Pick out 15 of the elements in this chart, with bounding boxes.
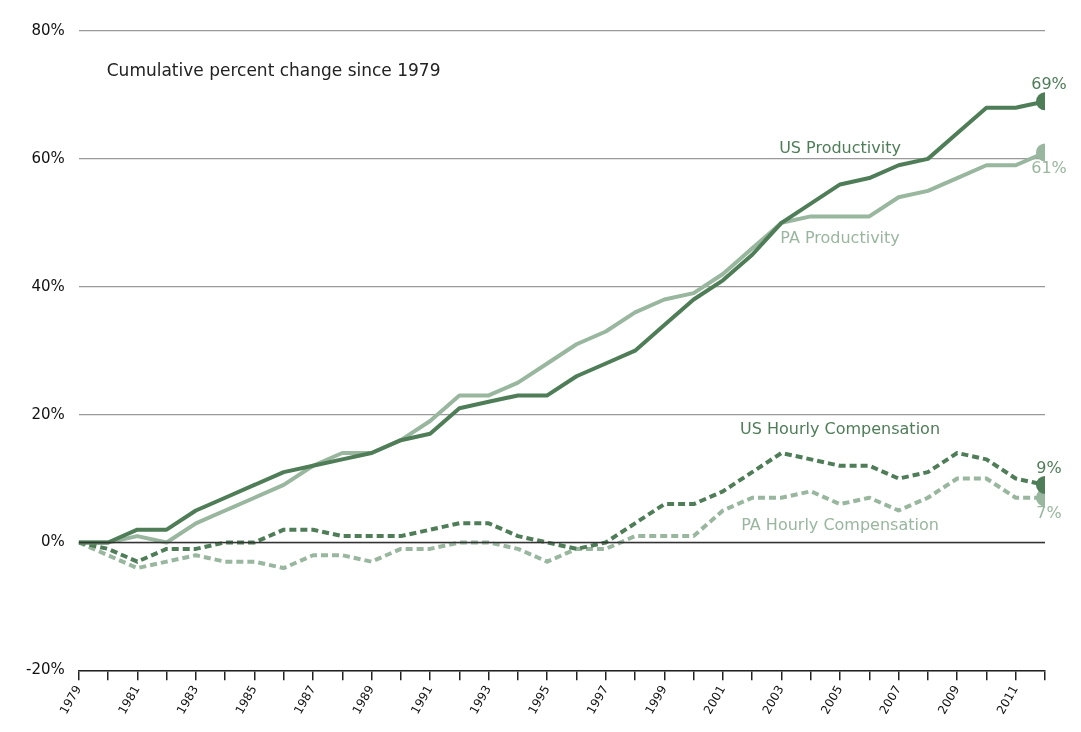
- series-label: PA Productivity: [780, 227, 900, 247]
- data-label: 7%: [1036, 502, 1062, 522]
- data-label: 69%: [1031, 74, 1067, 94]
- data-label: 9%: [1036, 458, 1062, 478]
- series-label: PA Hourly Compensation: [741, 515, 939, 535]
- y-tick-label: 40%: [31, 276, 65, 295]
- series-label: US Productivity: [779, 137, 901, 157]
- y-tick-label: -20%: [25, 660, 65, 679]
- y-tick-label: 80%: [31, 20, 65, 39]
- y-tick-label: 0%: [40, 532, 65, 551]
- y-tick-label: 60%: [31, 148, 65, 167]
- data-label: 61%: [1031, 157, 1067, 177]
- series-label: US Hourly Compensation: [740, 418, 941, 438]
- y-tick-label: 20%: [31, 404, 65, 423]
- text: Cumulative percent change since 1979: [106, 59, 441, 80]
